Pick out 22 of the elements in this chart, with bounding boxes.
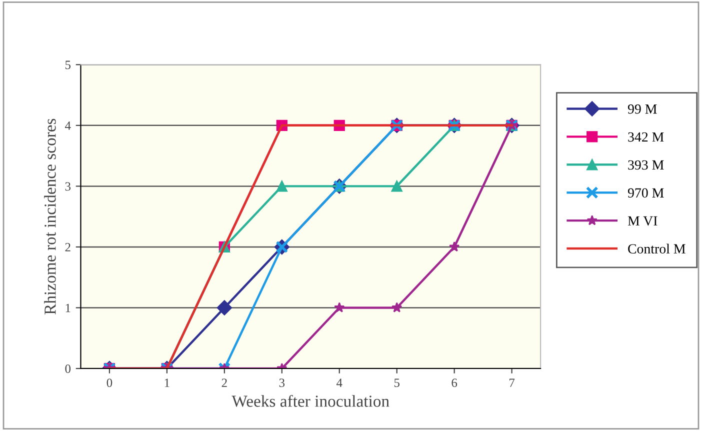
- y-tick-label: 5: [65, 60, 71, 70]
- y-tick-label: 1: [66, 304, 70, 312]
- x-tick-label: 2: [222, 378, 227, 387]
- y-tick-label: 4: [65, 122, 71, 130]
- x-axis-title: Weeks after inoculation: [232, 394, 390, 407]
- x-tick-label: 1: [164, 378, 170, 387]
- legend-label: 970 M: [628, 188, 664, 198]
- x-tick-label: 3: [279, 378, 285, 388]
- legend-label: 342 M: [628, 132, 664, 142]
- legend-label: 393 M: [628, 160, 664, 170]
- y-tick-label: 3: [65, 182, 71, 191]
- legend-label: M VI: [628, 216, 658, 226]
- x-tick-label: 0: [106, 378, 112, 388]
- x-tick-label: 7: [510, 378, 515, 387]
- y-tick-label: 0: [65, 364, 71, 373]
- x-tick-label: 4: [336, 378, 342, 387]
- y-tick-label: 2: [65, 243, 70, 252]
- y-axis-title: Rhizome rot incidence scores: [44, 118, 56, 314]
- x-tick-label: 5: [394, 378, 400, 388]
- x-tick-label: 6: [452, 378, 458, 388]
- legend-label: Control M: [628, 244, 686, 254]
- legend-label: 99 M: [628, 104, 657, 114]
